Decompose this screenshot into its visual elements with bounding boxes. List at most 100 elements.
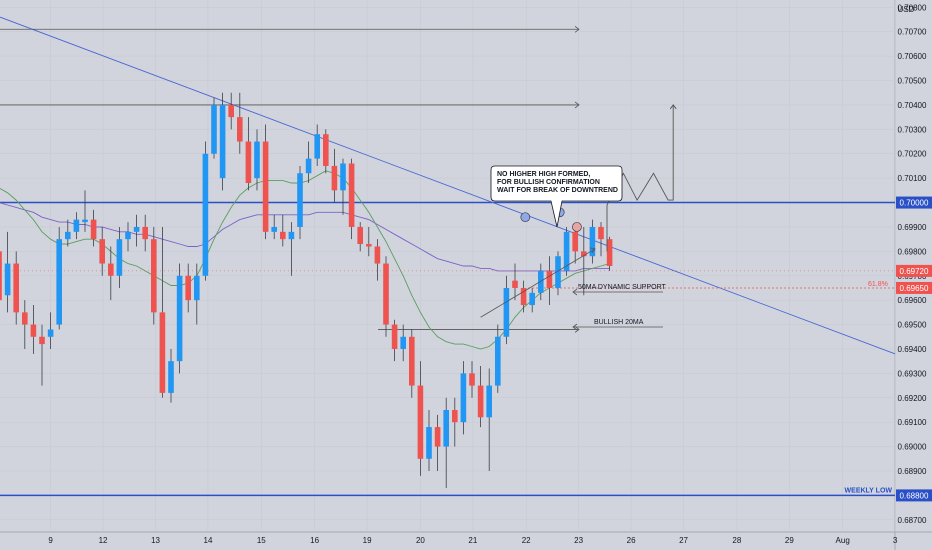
- candle-down[interactable]: [606, 239, 613, 266]
- x-tick-label: 29: [785, 536, 794, 545]
- x-tick-label: 19: [363, 536, 372, 545]
- price-tag-label: 0.69650: [900, 284, 929, 293]
- price-tag-label: 0.69720: [900, 267, 929, 276]
- candle-down[interactable]: [237, 117, 243, 142]
- candle-down[interactable]: [434, 427, 441, 447]
- callout-bubble: [490, 165, 623, 228]
- price-tag[interactable]: [896, 489, 932, 502]
- candle-down[interactable]: [572, 231, 578, 252]
- high-level-ray-head: [574, 25, 580, 33]
- candle-up[interactable]: [125, 231, 131, 240]
- candle-down[interactable]: [30, 324, 37, 337]
- candle-up[interactable]: [503, 287, 510, 337]
- candle-down[interactable]: [159, 312, 166, 393]
- candle-up[interactable]: [538, 270, 544, 293]
- candle-up[interactable]: [219, 104, 226, 179]
- candle-up[interactable]: [563, 231, 570, 271]
- candle-up[interactable]: [443, 409, 449, 447]
- candle-down[interactable]: [151, 239, 157, 313]
- candle-up[interactable]: [73, 219, 80, 232]
- candle-up[interactable]: [340, 163, 346, 191]
- candle-down[interactable]: [520, 287, 527, 306]
- ma-line-50ma: [0, 202, 610, 272]
- candle-up[interactable]: [486, 385, 492, 418]
- candle-up[interactable]: [529, 292, 535, 306]
- x-tick-label: 9: [48, 536, 53, 545]
- candle-up[interactable]: [82, 219, 88, 223]
- candle-down[interactable]: [391, 324, 398, 349]
- candle-up[interactable]: [495, 336, 501, 386]
- y-tick-label: 0.70200: [898, 150, 927, 159]
- time-axis[interactable]: 9 12 13 14 15 16 19 20 21 22 23 26 27 28 29 Aug 3: [48, 536, 898, 545]
- candle-up[interactable]: [400, 336, 406, 349]
- candle-down[interactable]: [185, 275, 191, 301]
- candle-up[interactable]: [47, 329, 54, 337]
- candle-down[interactable]: [13, 263, 19, 313]
- candle-down[interactable]: [469, 373, 475, 386]
- annotations: NO HIGHER HIGH FORMED,FOR BULLISH CONFIR…: [490, 165, 893, 494]
- candle-up[interactable]: [194, 275, 200, 301]
- candle-down[interactable]: [0, 251, 2, 301]
- candle-up[interactable]: [589, 226, 596, 257]
- candle-up[interactable]: [202, 153, 209, 276]
- candle-up[interactable]: [297, 173, 303, 227]
- candle-up[interactable]: [271, 226, 277, 232]
- candle-up[interactable]: [4, 263, 11, 296]
- plot-area[interactable]: [0, 16, 896, 497]
- candle-up[interactable]: [288, 231, 295, 240]
- candle-up[interactable]: [305, 158, 312, 174]
- candle-down[interactable]: [357, 226, 363, 245]
- candle-down[interactable]: [90, 219, 97, 240]
- candle-down[interactable]: [598, 226, 604, 240]
- candle-down[interactable]: [581, 251, 587, 257]
- candle-down[interactable]: [280, 231, 286, 240]
- candle-down[interactable]: [142, 226, 148, 240]
- rising-support-line: [480, 248, 596, 318]
- weekly-low-label: WEEKLY LOW: [845, 487, 893, 494]
- candle-up[interactable]: [426, 427, 432, 459]
- candle-down[interactable]: [477, 385, 484, 418]
- candle-down[interactable]: [348, 163, 355, 227]
- x-tick-label: 22: [522, 536, 531, 545]
- candle-up[interactable]: [460, 373, 467, 423]
- callout-text: WAIT FOR BREAK OF DOWNTREND: [497, 187, 618, 194]
- candle-up[interactable]: [314, 134, 320, 159]
- candle-up[interactable]: [133, 226, 140, 232]
- candle-down[interactable]: [366, 244, 372, 247]
- candle-down[interactable]: [262, 141, 269, 232]
- candle-down[interactable]: [323, 134, 329, 166]
- candle-down[interactable]: [108, 263, 114, 276]
- x-tick-label: Aug: [836, 536, 850, 545]
- candle-down[interactable]: [228, 104, 234, 118]
- x-tick-label: 21: [468, 536, 477, 545]
- candle-up[interactable]: [254, 141, 260, 179]
- ma50-annotation-arrow-head: [572, 288, 578, 296]
- candle-up[interactable]: [65, 231, 71, 240]
- candle-up[interactable]: [211, 104, 217, 154]
- price-tag[interactable]: [896, 196, 932, 209]
- candle-down[interactable]: [452, 409, 458, 423]
- candle-down[interactable]: [409, 336, 415, 386]
- price-tag[interactable]: [896, 264, 932, 277]
- candle-down[interactable]: [39, 336, 45, 345]
- candle-down[interactable]: [512, 280, 518, 288]
- candle-down[interactable]: [546, 270, 553, 288]
- swing-high-ray-head: [574, 101, 580, 109]
- candle-up[interactable]: [168, 361, 174, 393]
- currency-label: USD: [898, 5, 915, 14]
- candle-up[interactable]: [176, 275, 183, 362]
- candle-down[interactable]: [331, 165, 338, 191]
- candle-down[interactable]: [22, 312, 28, 325]
- price-tag[interactable]: [896, 281, 932, 294]
- candle-up[interactable]: [555, 256, 561, 288]
- candle-down[interactable]: [99, 239, 105, 264]
- price-axis[interactable]: USD 0.70800 0.70700 0.70600 0.70500 0.70400 0…: [896, 3, 932, 525]
- candle-down[interactable]: [417, 385, 424, 459]
- candle-down[interactable]: [383, 263, 389, 325]
- candle-down[interactable]: [245, 141, 252, 184]
- candle-up[interactable]: [56, 239, 62, 325]
- y-tick-label: 0.69400: [898, 345, 927, 354]
- candle-up[interactable]: [116, 239, 123, 276]
- candle-down[interactable]: [374, 246, 381, 264]
